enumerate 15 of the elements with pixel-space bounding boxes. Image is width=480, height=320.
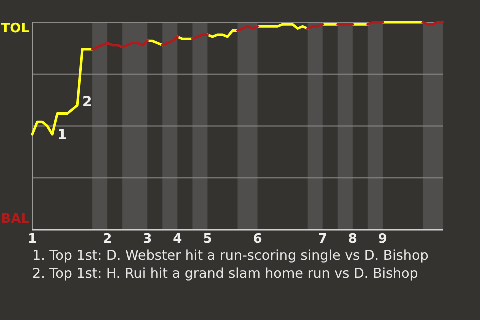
x-tick-label: 1 bbox=[28, 232, 38, 247]
text: TOL bbox=[1, 22, 30, 36]
annotation: 1 bbox=[58, 128, 68, 144]
x-tick-label: 6 bbox=[253, 232, 262, 247]
x-tick-label: 3 bbox=[143, 232, 152, 247]
x-tick-label: 4 bbox=[173, 232, 182, 247]
x-tick-label: 5 bbox=[203, 232, 212, 247]
annotation: 2 bbox=[82, 94, 92, 110]
text: 1. Top 1st: D. Webster hit a run-scoring single vs D. Bishop bbox=[32, 248, 429, 264]
text: 2. Top 1st: H. Rui hit a grand slam home run vs D. Bishop bbox=[32, 266, 418, 282]
x-tick-label: 9 bbox=[378, 232, 388, 247]
x-tick-label: 8 bbox=[348, 232, 358, 247]
text: BAL bbox=[1, 212, 30, 227]
x-tick-label: 2 bbox=[103, 232, 112, 247]
x-tick-label: 7 bbox=[318, 232, 328, 247]
